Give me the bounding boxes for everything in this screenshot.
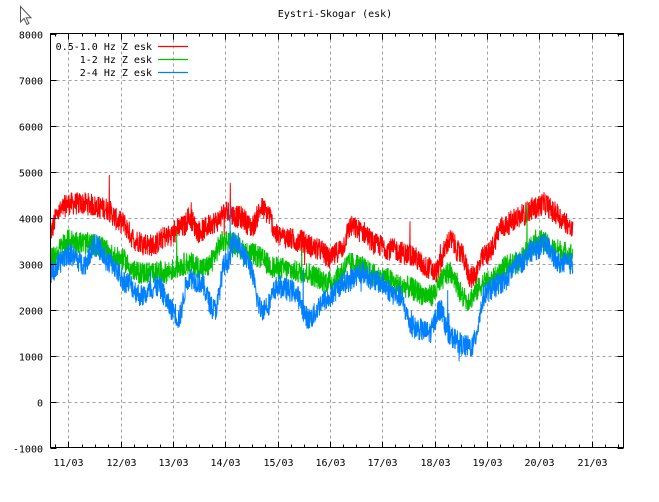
y-tick-label: 6000: [19, 123, 43, 134]
x-tick-label: 14/03: [210, 458, 240, 469]
x-tick-label: 13/03: [158, 458, 188, 469]
series-line-1: [50, 174, 574, 289]
y-tick-label: 0: [37, 399, 43, 410]
x-tick-label: 12/03: [106, 458, 136, 469]
plot-frame: [50, 33, 624, 448]
x-tick-label: 17/03: [367, 458, 397, 469]
y-tick-label: 8000: [19, 31, 43, 42]
y-tick-label: 2000: [19, 307, 43, 318]
mouse-cursor-icon: [20, 5, 33, 26]
ticks: -1000 0 1000 2000 3000 4000 5000 6000 7000 8000 11…: [13, 31, 624, 469]
x-tick-label: 16/03: [315, 458, 345, 469]
y-tick-label: 7000: [19, 77, 43, 88]
y-tick-label: 5000: [19, 169, 43, 180]
x-tick-label: 18/03: [420, 458, 450, 469]
legend-label: 2-4 Hz Z esk: [80, 68, 152, 79]
y-tick-label: 4000: [19, 215, 43, 226]
y-tick-label: 1000: [19, 353, 43, 364]
y-tick-label: 3000: [19, 261, 43, 272]
y-tick-label: -1000: [13, 445, 43, 456]
series-line-3: [50, 205, 574, 362]
legend-label: 1-2 Hz Z esk: [80, 55, 152, 66]
x-tick-label: 19/03: [472, 458, 502, 469]
x-tick-label: 11/03: [53, 458, 83, 469]
x-tick-label: 15/03: [263, 458, 293, 469]
x-tick-label: 20/03: [524, 458, 554, 469]
chart-title: Eystri-Skogar (esk): [278, 9, 392, 20]
series-layer: [50, 174, 574, 362]
legend-label: 0.5-1.0 Hz Z esk: [56, 42, 152, 53]
x-tick-label: 21/03: [577, 458, 607, 469]
legend: 0.5-1.0 Hz Z esk 1-2 Hz Z esk 2-4 Hz Z esk: [56, 42, 188, 79]
